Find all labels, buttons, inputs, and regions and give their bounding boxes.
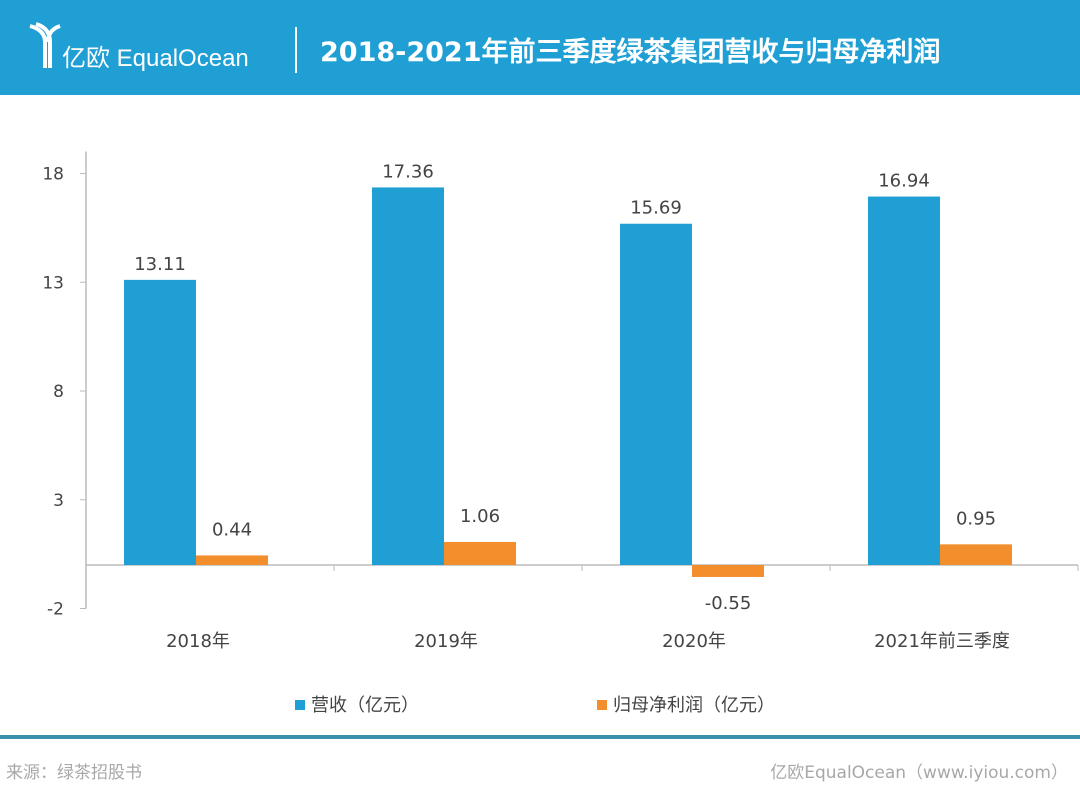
profit-bar [196,555,268,565]
x-tick-label: 2021年前三季度 [874,631,1010,652]
chart-title: 2018-2021年前三季度绿茶集团营收与归母净利润 [320,37,941,68]
revenue-bar [868,196,940,565]
y-tick-label: -2 [47,600,64,620]
data-label: 15.69 [630,198,682,219]
equalocean-logo-icon [29,22,61,68]
revenue-bar [372,187,444,566]
site-credit: 亿欧EqualOcean（www.iyiou.com） [770,763,1068,783]
data-label: 0.95 [956,508,996,529]
legend-label: 营收（亿元） [311,695,419,716]
data-label: 13.11 [134,254,186,275]
y-tick-label: 18 [42,165,64,185]
profit-bar [940,544,1012,565]
data-label: 1.06 [460,506,500,527]
legend-swatch [597,700,607,710]
legend-label: 归母净利润（亿元） [613,695,775,716]
data-label: 0.44 [212,519,252,540]
x-tick-label: 2018年 [166,631,230,652]
revenue-bar [620,223,692,565]
y-tick-label: 3 [53,491,64,511]
profit-bar [692,565,764,577]
bar-chart: 18 13 8 3 -2 2018年 13.11 0.44 2019年 17.36 1.06 2020… [42,151,1079,716]
source-text: 来源：绿茶招股书 [6,763,142,783]
y-tick-label: 8 [53,382,64,402]
legend-swatch [295,700,305,710]
data-label: 16.94 [878,171,930,192]
footer-divider [0,735,1080,739]
profit-bar [444,541,516,565]
brand-name: 亿欧 EqualOcean [62,45,249,72]
header-bar: 亿欧 EqualOcean 2018-2021年前三季度绿茶集团营收与归母净利润 [0,0,1080,95]
revenue-bar [124,279,196,565]
x-tick-label: 2020年 [662,631,726,652]
y-tick-label: 13 [42,273,64,293]
data-label: -0.55 [705,593,752,614]
header-divider [295,27,297,73]
data-label: 17.36 [382,161,434,182]
x-tick-label: 2019年 [414,631,478,652]
